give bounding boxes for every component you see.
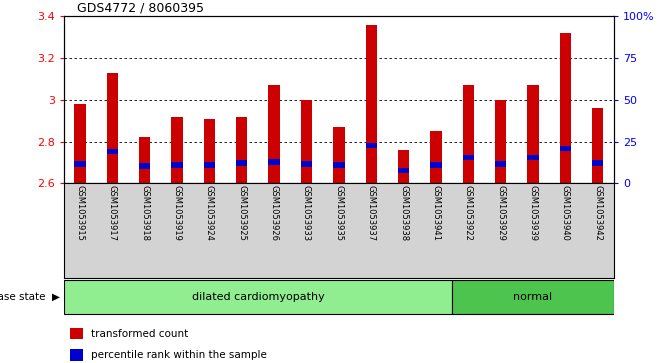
Bar: [301, 100, 312, 183]
Text: transformed count: transformed count: [91, 329, 188, 339]
Bar: [268, 85, 280, 183]
Bar: [171, 163, 183, 168]
Bar: [452, 280, 614, 314]
Text: disease state  ▶: disease state ▶: [0, 292, 60, 302]
Bar: [74, 104, 86, 183]
Bar: [366, 143, 377, 148]
Bar: [398, 168, 409, 173]
Text: GSM1053938: GSM1053938: [399, 185, 408, 241]
Bar: [333, 163, 344, 168]
Text: percentile rank within the sample: percentile rank within the sample: [91, 350, 266, 360]
Text: GSM1053922: GSM1053922: [464, 185, 473, 241]
Bar: [139, 163, 150, 169]
Text: GSM1053941: GSM1053941: [431, 185, 440, 241]
Bar: [592, 108, 603, 183]
Text: GSM1053924: GSM1053924: [205, 185, 214, 241]
Text: GSM1053926: GSM1053926: [270, 185, 278, 241]
Text: GSM1053933: GSM1053933: [302, 185, 311, 241]
Bar: [64, 280, 452, 314]
Bar: [107, 73, 118, 183]
Bar: [268, 159, 280, 164]
Bar: [204, 163, 215, 168]
Text: normal: normal: [513, 292, 553, 302]
Text: GDS4772 / 8060395: GDS4772 / 8060395: [77, 1, 204, 15]
Text: GSM1053942: GSM1053942: [593, 185, 603, 241]
Text: GSM1053917: GSM1053917: [108, 185, 117, 241]
Bar: [204, 119, 215, 183]
Bar: [236, 160, 248, 166]
Bar: [495, 162, 507, 167]
Bar: [171, 117, 183, 183]
Bar: [463, 85, 474, 183]
Bar: [236, 117, 248, 183]
Bar: [495, 100, 507, 183]
Bar: [398, 150, 409, 183]
Bar: [139, 138, 150, 183]
Text: GSM1053915: GSM1053915: [75, 185, 85, 241]
Bar: [333, 127, 344, 183]
Text: GSM1053918: GSM1053918: [140, 185, 149, 241]
Text: GSM1053929: GSM1053929: [496, 185, 505, 241]
Text: GSM1053935: GSM1053935: [334, 185, 344, 241]
Text: GSM1053939: GSM1053939: [529, 185, 537, 241]
Bar: [527, 155, 539, 160]
Bar: [107, 149, 118, 154]
Text: GSM1053925: GSM1053925: [238, 185, 246, 241]
Text: GSM1053937: GSM1053937: [367, 185, 376, 241]
Text: GSM1053919: GSM1053919: [172, 185, 182, 241]
Bar: [592, 160, 603, 166]
Bar: [560, 146, 571, 151]
Bar: [74, 162, 86, 167]
Bar: [560, 33, 571, 183]
Text: dilated cardiomyopathy: dilated cardiomyopathy: [191, 292, 324, 302]
Bar: [366, 25, 377, 183]
Bar: [301, 162, 312, 167]
Bar: [527, 85, 539, 183]
Bar: [430, 163, 442, 168]
Bar: [430, 131, 442, 183]
Bar: [463, 155, 474, 160]
Text: GSM1053940: GSM1053940: [561, 185, 570, 241]
